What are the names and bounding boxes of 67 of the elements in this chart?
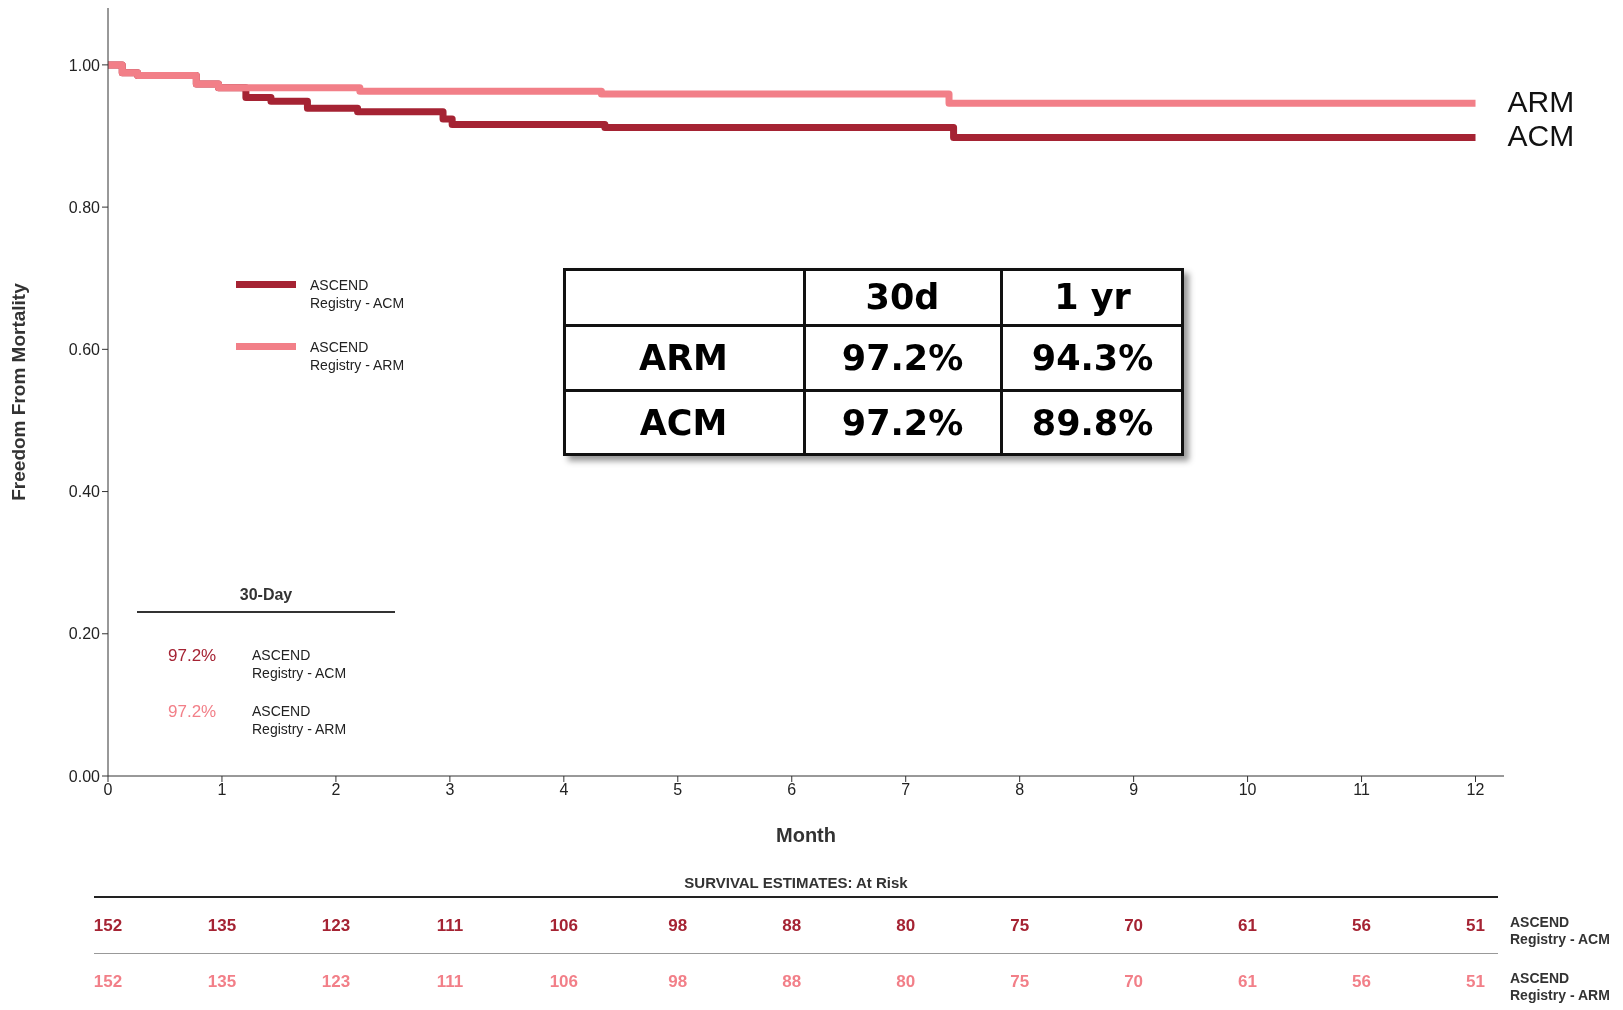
x-tick-label: 10 — [1238, 781, 1257, 799]
text: 70 — [1123, 916, 1145, 936]
text: 123 — [320, 972, 352, 992]
annotation: 30d — [864, 275, 941, 319]
text: 111 — [435, 972, 465, 992]
legend-label: ASCEND Registry - ARM — [310, 338, 406, 374]
y-tick-label: 0.20 — [68, 625, 101, 643]
text: 106 — [548, 916, 579, 936]
text: 88 — [781, 972, 803, 992]
annotation: ASCEND Registry - ACM — [252, 646, 348, 682]
text: 88 — [781, 916, 803, 936]
annotation: ACM — [1507, 119, 1575, 154]
text: ASCEND Registry - ACM — [1510, 914, 1611, 948]
x-tick-label: 3 — [445, 781, 455, 799]
text: SURVIVAL ESTIMATES: At Risk — [94, 874, 1498, 898]
y-axis-title: Freedom From Mortality — [7, 282, 29, 501]
x-axis-title: Month — [776, 824, 836, 846]
annotation: 97.2% — [840, 402, 965, 445]
text: 75 — [1009, 916, 1031, 936]
text: 75 — [1009, 972, 1031, 992]
text: 135 — [206, 972, 238, 992]
annotation: 30-Day — [238, 586, 294, 604]
text: 56 — [1351, 916, 1372, 936]
legend-label: ASCEND Registry - ACM — [310, 276, 406, 312]
text: 61 — [1237, 972, 1259, 992]
y-tick-label: 0.60 — [68, 341, 101, 359]
y-tick-label: 1.00 — [68, 56, 101, 74]
text: 152 — [92, 916, 124, 936]
text: 61 — [1237, 916, 1259, 936]
annotation: ARM — [1507, 85, 1575, 120]
annotation: ASCEND Registry - ARM — [252, 702, 348, 738]
text: 106 — [548, 972, 579, 992]
annotation: ACM — [638, 402, 729, 445]
annotation: 94.3% — [1030, 336, 1155, 380]
x-tick-label: 1 — [217, 781, 227, 799]
x-tick-label: 2 — [331, 781, 341, 799]
text: 123 — [320, 916, 352, 936]
x-tick-label: 8 — [1015, 781, 1025, 799]
y-tick-label: 0.00 — [68, 767, 101, 785]
text: 70 — [1123, 972, 1145, 992]
text: 51 — [1465, 972, 1486, 992]
annotation: 1 yr — [1053, 275, 1132, 319]
annotation: 89.8% — [1030, 402, 1155, 445]
x-tick-label: 9 — [1129, 781, 1139, 799]
x-tick-label: 6 — [787, 781, 797, 799]
x-tick-label: 11 — [1353, 781, 1370, 799]
x-tick-label: 7 — [901, 781, 911, 799]
x-tick-label: 5 — [673, 781, 683, 799]
annotation: 97.2% — [168, 646, 218, 667]
x-tick-label: 12 — [1466, 781, 1485, 799]
x-tick-label: 4 — [559, 781, 569, 799]
annotation: 97.2% — [168, 702, 218, 723]
text: 80 — [895, 916, 917, 936]
y-tick-label: 0.80 — [68, 198, 101, 216]
text: 80 — [895, 972, 917, 992]
text: 51 — [1465, 916, 1486, 936]
text: ASCEND Registry - ARM — [1510, 970, 1611, 1004]
x-tick-label: 0 — [103, 781, 113, 799]
text: 135 — [206, 916, 238, 936]
y-tick-label: 0.40 — [68, 483, 101, 501]
text: 111 — [435, 916, 465, 936]
text: 98 — [667, 916, 689, 936]
text: 56 — [1351, 972, 1372, 992]
text: 98 — [667, 972, 689, 992]
text: 152 — [92, 972, 124, 992]
annotation: ARM — [638, 336, 729, 380]
annotation: 97.2% — [840, 336, 965, 380]
